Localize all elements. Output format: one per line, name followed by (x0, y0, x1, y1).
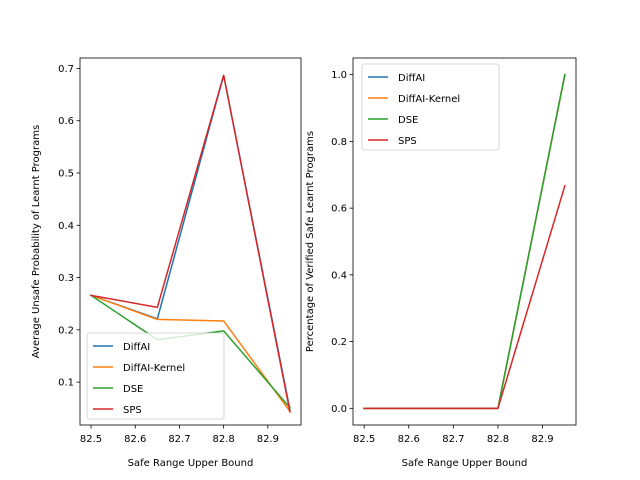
y-tick-label: 0.4 (58, 221, 74, 232)
y-axis-label: Percentage of Verified Safe Learnt Progr… (305, 131, 316, 352)
chart-right: 82.5 82.6 82.7 82.8 82.9 0.0 0.2 0.4 0.6 0.8 1.0 Sa… (305, 57, 577, 469)
x-tick-label: 82.9 (531, 434, 553, 445)
legend-label-diffai-kernel: DiffAI-Kernel (123, 363, 185, 374)
legend-box (361, 63, 500, 151)
y-tick-label: 0.3 (58, 273, 74, 284)
x-tick-label: 82.7 (168, 434, 190, 445)
x-tick-label: 82.6 (124, 434, 146, 445)
chart-left: 82.5 82.6 82.7 82.8 82.9 0.1 0.2 0.3 0.4 0.5 0.6 0.… (31, 57, 302, 469)
y-tick-label: 0.0 (331, 404, 347, 415)
legend-label-diffai-kernel: DiffAI-Kernel (398, 94, 460, 105)
x-tick-label: 82.7 (442, 434, 464, 445)
x-tick-label: 82.8 (213, 434, 235, 445)
legend-label-sps: SPS (123, 405, 142, 416)
x-tick-label: 82.6 (398, 434, 420, 445)
x-axis-label: Safe Range Upper Bound (128, 458, 254, 469)
x-tick-label: 82.5 (353, 434, 375, 445)
legend-label-diffai: DiffAI (398, 73, 425, 84)
legend-label-dse: DSE (398, 115, 418, 126)
y-axis-label: Average Unsafe Probability of Learnt Pro… (31, 125, 42, 358)
y-tick-label: 0.1 (58, 378, 74, 389)
y-tick-label: 0.7 (58, 64, 74, 75)
series-line-sps (363, 184, 566, 410)
y-tick-label: 0.6 (331, 204, 347, 215)
legend-label-sps: SPS (398, 136, 417, 147)
legend: DiffAI DiffAI-Kernel DSE SPS (361, 63, 500, 151)
y-tick-label: 0.2 (58, 325, 74, 336)
series-line-diffai-kernel (90, 294, 291, 413)
y-tick-label: 0.2 (331, 337, 347, 348)
series-line-sps (90, 74, 291, 413)
legend-label-dse: DSE (123, 384, 143, 395)
legend-box (86, 332, 225, 420)
x-axis-label: Safe Range Upper Bound (402, 458, 528, 469)
y-tick-label: 0.4 (331, 270, 347, 281)
legend-label-diffai: DiffAI (123, 342, 150, 353)
x-tick-label: 82.8 (487, 434, 509, 445)
legend: DiffAI DiffAI-Kernel DSE SPS (86, 332, 225, 420)
y-tick-label: 1.0 (331, 70, 347, 81)
x-tick-label: 82.9 (257, 434, 279, 445)
y-tick-label: 0.8 (331, 137, 347, 148)
x-tick-label: 82.5 (80, 434, 102, 445)
y-tick-label: 0.5 (58, 169, 74, 180)
y-tick-label: 0.6 (58, 116, 74, 127)
